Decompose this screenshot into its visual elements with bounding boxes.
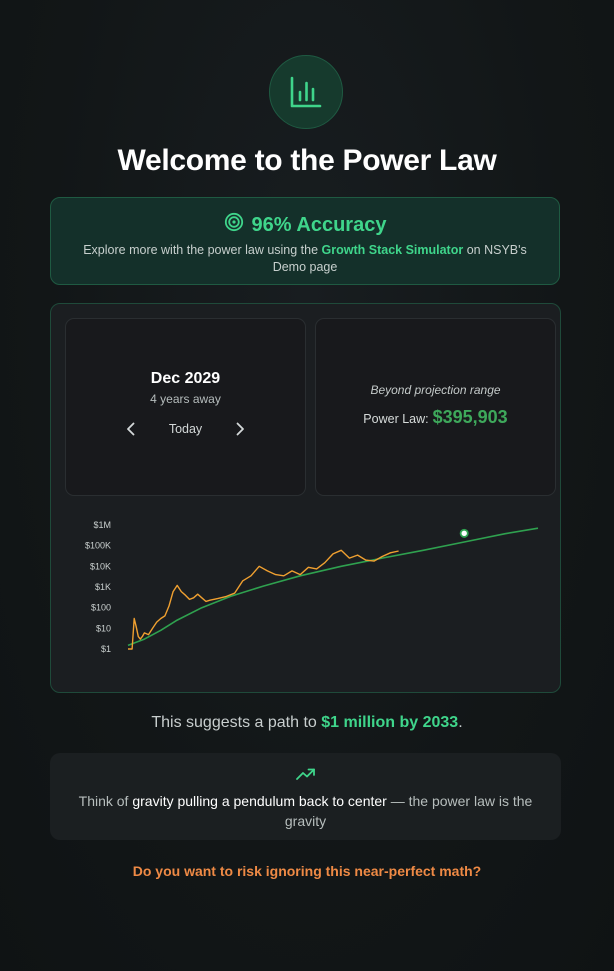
date-selector-card: Dec 2029 4 years away Today [65,318,306,496]
power-law-series-line [127,527,539,647]
accuracy-headline: 96% Accuracy [51,212,559,238]
accuracy-desc-post: on NSYB's Demo page [272,243,527,274]
chevron-right-icon[interactable] [230,419,250,439]
analogy-post: — the power law is the gravity [284,793,533,829]
today-button[interactable]: Today [168,422,203,436]
accuracy-card: 96% Accuracy Explore more with the power… [50,197,560,285]
power-law-chart: $1M $100K $10K $1K $100 $10 $1 [85,520,539,654]
y-tick-label: $1K [95,582,111,592]
projection-row: Power Law: $395,903 [316,407,555,428]
page-title: Welcome to the Power Law [117,144,497,177]
projection-note: Beyond projection range [370,383,501,397]
y-tick-label: $1M [93,520,111,530]
accuracy-text: 96% Accuracy [251,213,387,236]
projection-panel: Dec 2029 4 years away Today Beyond proje… [50,303,561,693]
chevron-left-icon[interactable] [121,419,141,439]
analogy-card: Think of gravity pulling a pendulum back… [50,753,561,840]
trending-up-icon [296,767,316,786]
suggestion-pre: This suggests a path to [151,714,322,731]
y-tick-label: $100K [85,541,111,551]
suggestion-highlight: $1 million by 2033 [321,714,459,731]
y-tick-label: $100 [91,603,111,613]
y-tick-label: $10 [96,623,111,633]
power-law-label: Power Law: [363,412,429,426]
accuracy-description: Explore more with the power law using th… [65,242,545,276]
selected-date: Dec 2029 [150,370,221,387]
price-series-line [128,549,399,650]
projection-card: Beyond projection range Power Law: $395,… [315,318,556,496]
analogy-strong: gravity pulling a pendulum back to cente… [132,793,387,809]
date-navigation: Today [66,419,305,439]
y-tick-label: $10K [90,561,111,571]
target-icon [224,212,244,238]
suggestion-post: . [458,714,463,731]
suggestion-text: This suggests a path to $1 million by 20… [0,714,614,732]
growth-stack-simulator-link[interactable]: Growth Stack Simulator [321,243,464,257]
accuracy-desc-pre: Explore more with the power law using th… [83,243,322,257]
y-tick-label: $1 [101,644,111,654]
analogy-pre: Think of [78,793,133,809]
date-distance: 4 years away [150,392,221,406]
cta-link[interactable]: Do you want to risk ignoring this near-p… [132,863,482,879]
bar-chart-icon [269,55,343,129]
power-law-value: $395,903 [432,407,508,427]
analogy-text: Think of gravity pulling a pendulum back… [66,791,545,831]
projection-marker [459,528,469,538]
